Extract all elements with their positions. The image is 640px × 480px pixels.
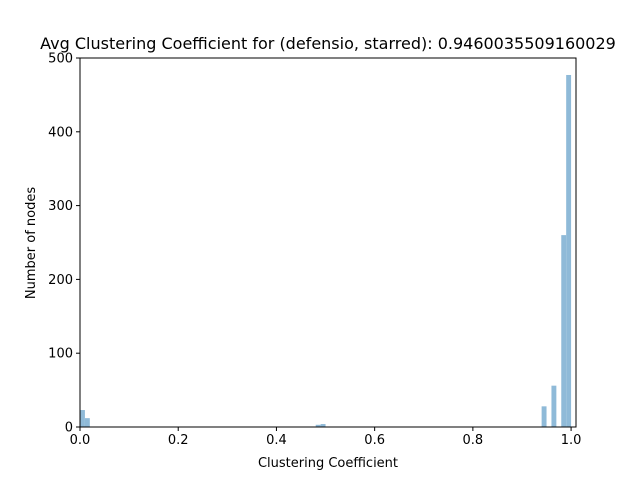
histogram-bar	[561, 235, 567, 427]
histogram-bar	[551, 385, 557, 427]
y-tick-label: 300	[48, 199, 73, 214]
chart-title: Avg Clustering Coefficient for (defensio…	[40, 34, 616, 53]
y-axis-label: Number of nodes	[24, 187, 39, 299]
y-tick-label: 100	[48, 347, 73, 362]
y-tick-label: 500	[48, 52, 73, 67]
y-axis-ticks: 0 100 200 300 400 500	[48, 52, 80, 436]
x-tick-label: 0.2	[168, 433, 189, 448]
bars-group	[80, 74, 572, 427]
histogram-bar	[315, 424, 321, 427]
y-tick-label: 0	[65, 421, 73, 436]
histogram-bar	[541, 406, 547, 427]
x-tick-label: 0.6	[364, 433, 385, 448]
x-axis-label: Clustering Coefficient	[258, 456, 398, 471]
histogram-bar	[566, 74, 572, 427]
histogram-bar	[320, 424, 326, 427]
x-tick-label: 0.4	[266, 433, 287, 448]
x-tick-label: 1.0	[561, 433, 582, 448]
x-tick-label: 0.0	[70, 433, 91, 448]
histogram-bar	[84, 418, 90, 427]
histogram-bar	[80, 410, 85, 427]
x-axis-ticks: 0.0 0.2 0.4 0.6 0.8 1.0	[70, 427, 582, 448]
x-tick-label: 0.8	[463, 433, 484, 448]
y-tick-label: 200	[48, 273, 73, 288]
y-tick-label: 400	[48, 125, 73, 140]
plot-area-frame	[79, 57, 577, 428]
